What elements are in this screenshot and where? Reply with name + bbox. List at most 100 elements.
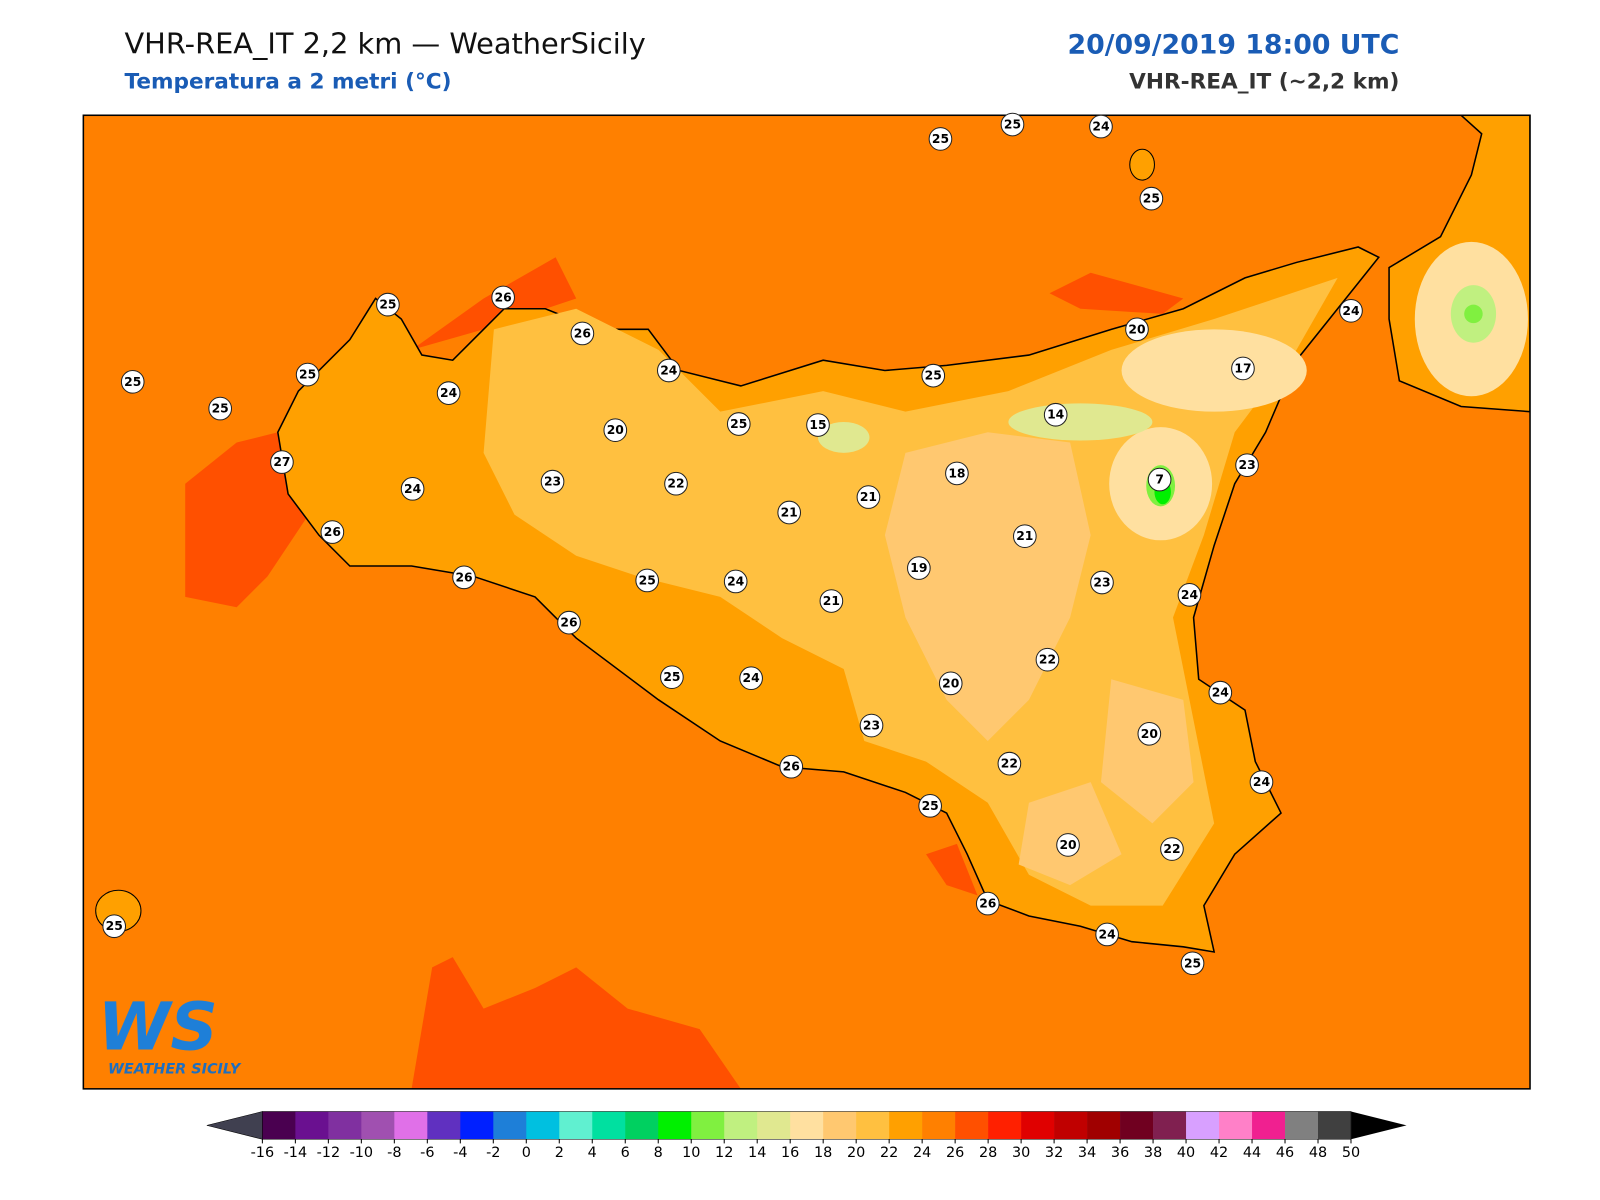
station-value: 24 [440,386,458,400]
station-marker [1180,951,1205,976]
colorbar-tick-label: 46 [1276,1145,1294,1161]
station-marker [997,751,1022,776]
station-marker [452,565,476,590]
colorbar-swatch [823,1111,857,1140]
station-value: 14 [1047,408,1065,422]
station-value: 25 [730,417,747,431]
station-value: 26 [324,525,341,539]
station: 20 [1125,317,1149,342]
colorbar-swatch [1153,1111,1187,1140]
station-value: 20 [1059,838,1076,852]
colorbar-tick-label: 14 [748,1145,766,1161]
station-value: 24 [743,671,761,685]
colorbar-swatch [559,1111,593,1140]
colorbar-swatch [460,1111,494,1140]
colorbar-swatch [592,1111,626,1140]
station: 24 [1095,922,1119,947]
station-marker [918,793,942,818]
colorbar-swatch [394,1111,428,1140]
station: 20 [938,671,963,696]
station-value: 25 [212,402,229,416]
colorbar-swatch [1219,1111,1253,1140]
colorbar-tick-label: 4 [588,1145,597,1161]
station: 24 [1177,583,1202,607]
station-marker [856,485,881,509]
colorbar-tick-label: -10 [350,1145,374,1161]
station-value: 24 [1342,304,1360,318]
station: 22 [997,751,1022,776]
station-value: 25 [299,368,316,382]
station: 20 [1137,721,1162,746]
station-value: 25 [639,573,656,587]
cool-area [818,421,870,453]
station-marker [436,381,461,405]
colorbar-swatch [1318,1111,1352,1140]
station-marker [806,413,830,437]
station-value: 25 [124,375,141,389]
station-marker [779,754,804,779]
station: 21 [856,485,881,509]
station: 24 [400,477,425,501]
station-value: 25 [663,670,680,684]
station-marker [120,369,145,394]
station-value: 23 [544,475,561,489]
station-value: 26 [979,897,996,911]
station-marker [603,418,628,443]
colorbar-swatch [1054,1111,1088,1140]
station-value: 21 [860,490,877,504]
colorbar-swatch [625,1111,659,1140]
station-value: 20 [1141,727,1158,741]
colorbar-tick-label: 24 [913,1145,931,1161]
colorbar-over [1350,1111,1407,1140]
station-value: 26 [783,760,800,774]
station-marker [777,500,802,525]
station-value: 25 [379,298,396,312]
station: 22 [1035,647,1060,672]
colorbar-swatch [1120,1111,1154,1140]
station-marker [656,358,681,383]
station-marker [635,568,660,593]
colorbar-tick-label: 28 [979,1145,997,1161]
station-marker [270,450,294,474]
station-value: 24 [660,363,678,377]
station-marker [295,362,320,387]
station: 25 [1180,951,1205,976]
colorbar-swatch [295,1111,329,1140]
title: VHR-REA_IT 2,2 km — WeatherSicily [125,27,646,61]
colorbar-swatch [922,1111,956,1140]
station: 22 [664,471,688,496]
station-value: 23 [863,719,880,733]
station-value: 27 [273,455,290,469]
station: 25 [635,568,660,593]
colorbar-swatch [1021,1111,1055,1140]
station-value: 25 [1184,956,1201,970]
station: 24 [1339,298,1363,323]
station-marker [400,477,425,501]
colorbar-swatch [262,1111,296,1140]
colorbar: -16 -14 -12 -10 -8 -6 -4 -2 0 2 4 6 8 10 12 14 16 18 20 22 2… [206,1111,1407,1161]
station: 18 [945,461,969,486]
station: 23 [540,469,565,494]
station-value: 25 [922,799,939,813]
colorbar-tick-label: 34 [1078,1145,1096,1161]
station: 25 [660,665,684,690]
station: 22 [1160,837,1184,861]
colorbar-tick-label: 32 [1045,1145,1063,1161]
colorbar-swatch [1252,1111,1286,1140]
station-marker [1208,680,1233,705]
station-value: 24 [727,574,745,588]
colorbar-swatch [1087,1111,1121,1140]
station-marker [664,471,688,496]
subtitle: Temperatura a 2 metri (°C) [125,70,452,95]
station-marker [1139,186,1164,211]
station-marker [1231,356,1255,381]
station: 20 [603,418,628,443]
station-value: 24 [1253,775,1271,789]
colorbar-tick-label: 20 [847,1145,865,1161]
station-marker [1339,298,1363,323]
station-value: 22 [1039,653,1056,667]
colorbar-swatch [856,1111,890,1140]
station-marker [1125,317,1149,342]
colorbar-tick-label: 42 [1210,1145,1228,1161]
